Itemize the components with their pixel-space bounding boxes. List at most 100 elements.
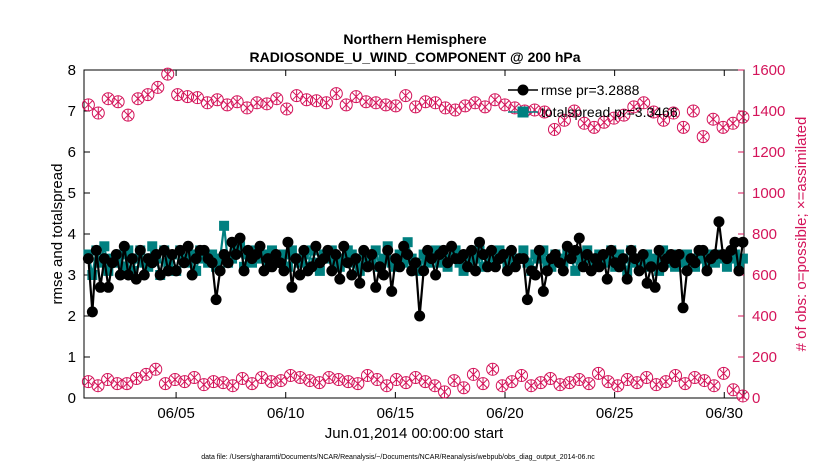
legend-spread-label: totalspread pr=3.3466: [541, 104, 678, 120]
obs-possible-point-top: [706, 112, 720, 126]
rmse-point: [198, 244, 210, 256]
rmse-point: [509, 261, 521, 273]
obs-possible-point-bottom: [149, 362, 163, 376]
obs-possible-point-bottom: [389, 373, 403, 387]
obs-assimilated-point-top: [202, 96, 213, 109]
totalspread-point: [470, 253, 481, 264]
obs-assimilated-point-bottom: [574, 373, 584, 386]
obs-possible-point-top: [379, 98, 393, 112]
obs-assimilated-point-top: [401, 89, 411, 102]
rmse-point: [649, 281, 661, 293]
obs-assimilated-point-bottom: [468, 368, 479, 381]
obs-assimilated-point-bottom: [593, 367, 604, 380]
obs-possible-point-top: [121, 108, 135, 122]
obs-possible-point-top: [91, 106, 105, 120]
obs-possible-point-top: [726, 116, 740, 130]
obs-assimilated-point-top: [619, 109, 629, 122]
obs-assimilated-point-top: [500, 98, 510, 111]
y-tick-label: 5: [68, 185, 76, 202]
obs-possible-point-bottom: [495, 379, 509, 393]
rmse-point: [106, 257, 118, 269]
rmse-point: [218, 249, 230, 260]
rmse-point: [569, 244, 581, 256]
totalspread-point: [638, 261, 649, 272]
obs-possible-point-bottom: [158, 377, 172, 391]
obs-possible-point-top: [111, 95, 125, 109]
obs-possible-point-top: [538, 105, 552, 119]
rmse-point: [601, 273, 613, 285]
obs-assimilated-point-bottom: [83, 375, 94, 388]
obs-assimilated-point-bottom: [276, 374, 286, 387]
rmse-point: [370, 281, 382, 293]
obs-possible-point-bottom: [572, 373, 586, 387]
obs-possible-point-bottom: [255, 371, 269, 384]
obs-possible-point-bottom: [370, 373, 384, 387]
rmse-point: [286, 281, 298, 293]
obs-assimilated-point-top: [569, 105, 579, 117]
rmse-point: [541, 265, 553, 277]
obs-possible-point-bottom: [101, 373, 115, 387]
obs-possible-point-top: [329, 87, 343, 101]
obs-assimilated-point-top: [133, 92, 143, 105]
totalspread-point: [574, 249, 585, 260]
obs-assimilated-point-bottom: [699, 374, 710, 387]
rmse-point: [521, 294, 533, 306]
obs-assimilated-point-bottom: [430, 379, 440, 392]
obs-possible-point-bottom: [688, 371, 702, 384]
obs-assimilated-point-bottom: [122, 377, 132, 390]
obs-assimilated-series: [83, 68, 748, 402]
rmse-point: [146, 257, 158, 269]
totalspread-point: [729, 249, 740, 260]
obs-possible-point-bottom: [428, 379, 442, 393]
rmse-point: [94, 281, 106, 293]
rmse-point: [481, 261, 493, 273]
obs-possible-point-bottom: [601, 375, 615, 389]
obs-assimilated-point-top: [629, 100, 639, 113]
obs-possible-point-top: [478, 100, 492, 114]
obs-assimilated-point-bottom: [497, 379, 507, 392]
rmse-point: [378, 269, 390, 281]
chart-subtitle: RADIOSONDE_U_WIND_COMPONENT @ 200 hPa: [249, 49, 580, 65]
rmse-point: [402, 249, 414, 260]
obs-assimilated-point-bottom: [372, 373, 382, 386]
obs-assimilated-point-top: [311, 94, 322, 107]
totalspread-point: [95, 257, 106, 268]
totalspread-point: [697, 253, 708, 264]
obs-possible-point-top: [101, 92, 115, 106]
totalspread-point: [87, 270, 98, 280]
rmse-point: [505, 244, 517, 256]
obs-possible-point-bottom: [168, 373, 182, 387]
obs-possible-point-top: [458, 99, 472, 113]
obs-assimilated-point-bottom: [333, 373, 344, 386]
obs-assimilated-point-bottom: [718, 367, 729, 380]
y-tick-label: 1: [68, 349, 76, 366]
obs-assimilated-point-top: [639, 96, 649, 109]
obs-possible-point-bottom: [466, 367, 480, 381]
obs-possible-point-bottom: [438, 385, 452, 399]
rmse-point: [162, 265, 174, 277]
y2-tick-label: 1000: [752, 185, 785, 202]
rmse-point: [485, 244, 497, 256]
totalspread-point: [394, 249, 405, 260]
obs-assimilated-point-bottom: [690, 371, 700, 384]
obs-assimilated-point-top: [440, 101, 451, 114]
obs-possible-point-top: [419, 95, 433, 109]
rmse-point: [350, 253, 362, 265]
obs-possible-point-bottom: [332, 373, 346, 387]
obs-assimilated-point-top: [83, 98, 94, 111]
obs-assimilated-point-bottom: [170, 373, 180, 386]
obs-assimilated-point-top: [242, 101, 252, 114]
chart-title: Northern Hemisphere: [343, 31, 486, 47]
obs-possible-point-bottom: [717, 366, 731, 380]
obs-possible-point-bottom: [380, 379, 394, 393]
y-tick-label: 7: [68, 103, 76, 120]
obs-assimilated-point-top: [678, 121, 689, 134]
obs-assimilated-point-bottom: [141, 368, 151, 381]
obs-possible-point-bottom: [418, 375, 432, 389]
obs-possible-point-bottom: [563, 376, 577, 390]
rmse-point: [737, 236, 749, 248]
obs-assimilated-point-top: [163, 68, 173, 81]
obs-possible-point-top: [547, 122, 561, 136]
obs-assimilated-point-bottom: [410, 371, 421, 384]
rmse-point: [669, 257, 681, 269]
